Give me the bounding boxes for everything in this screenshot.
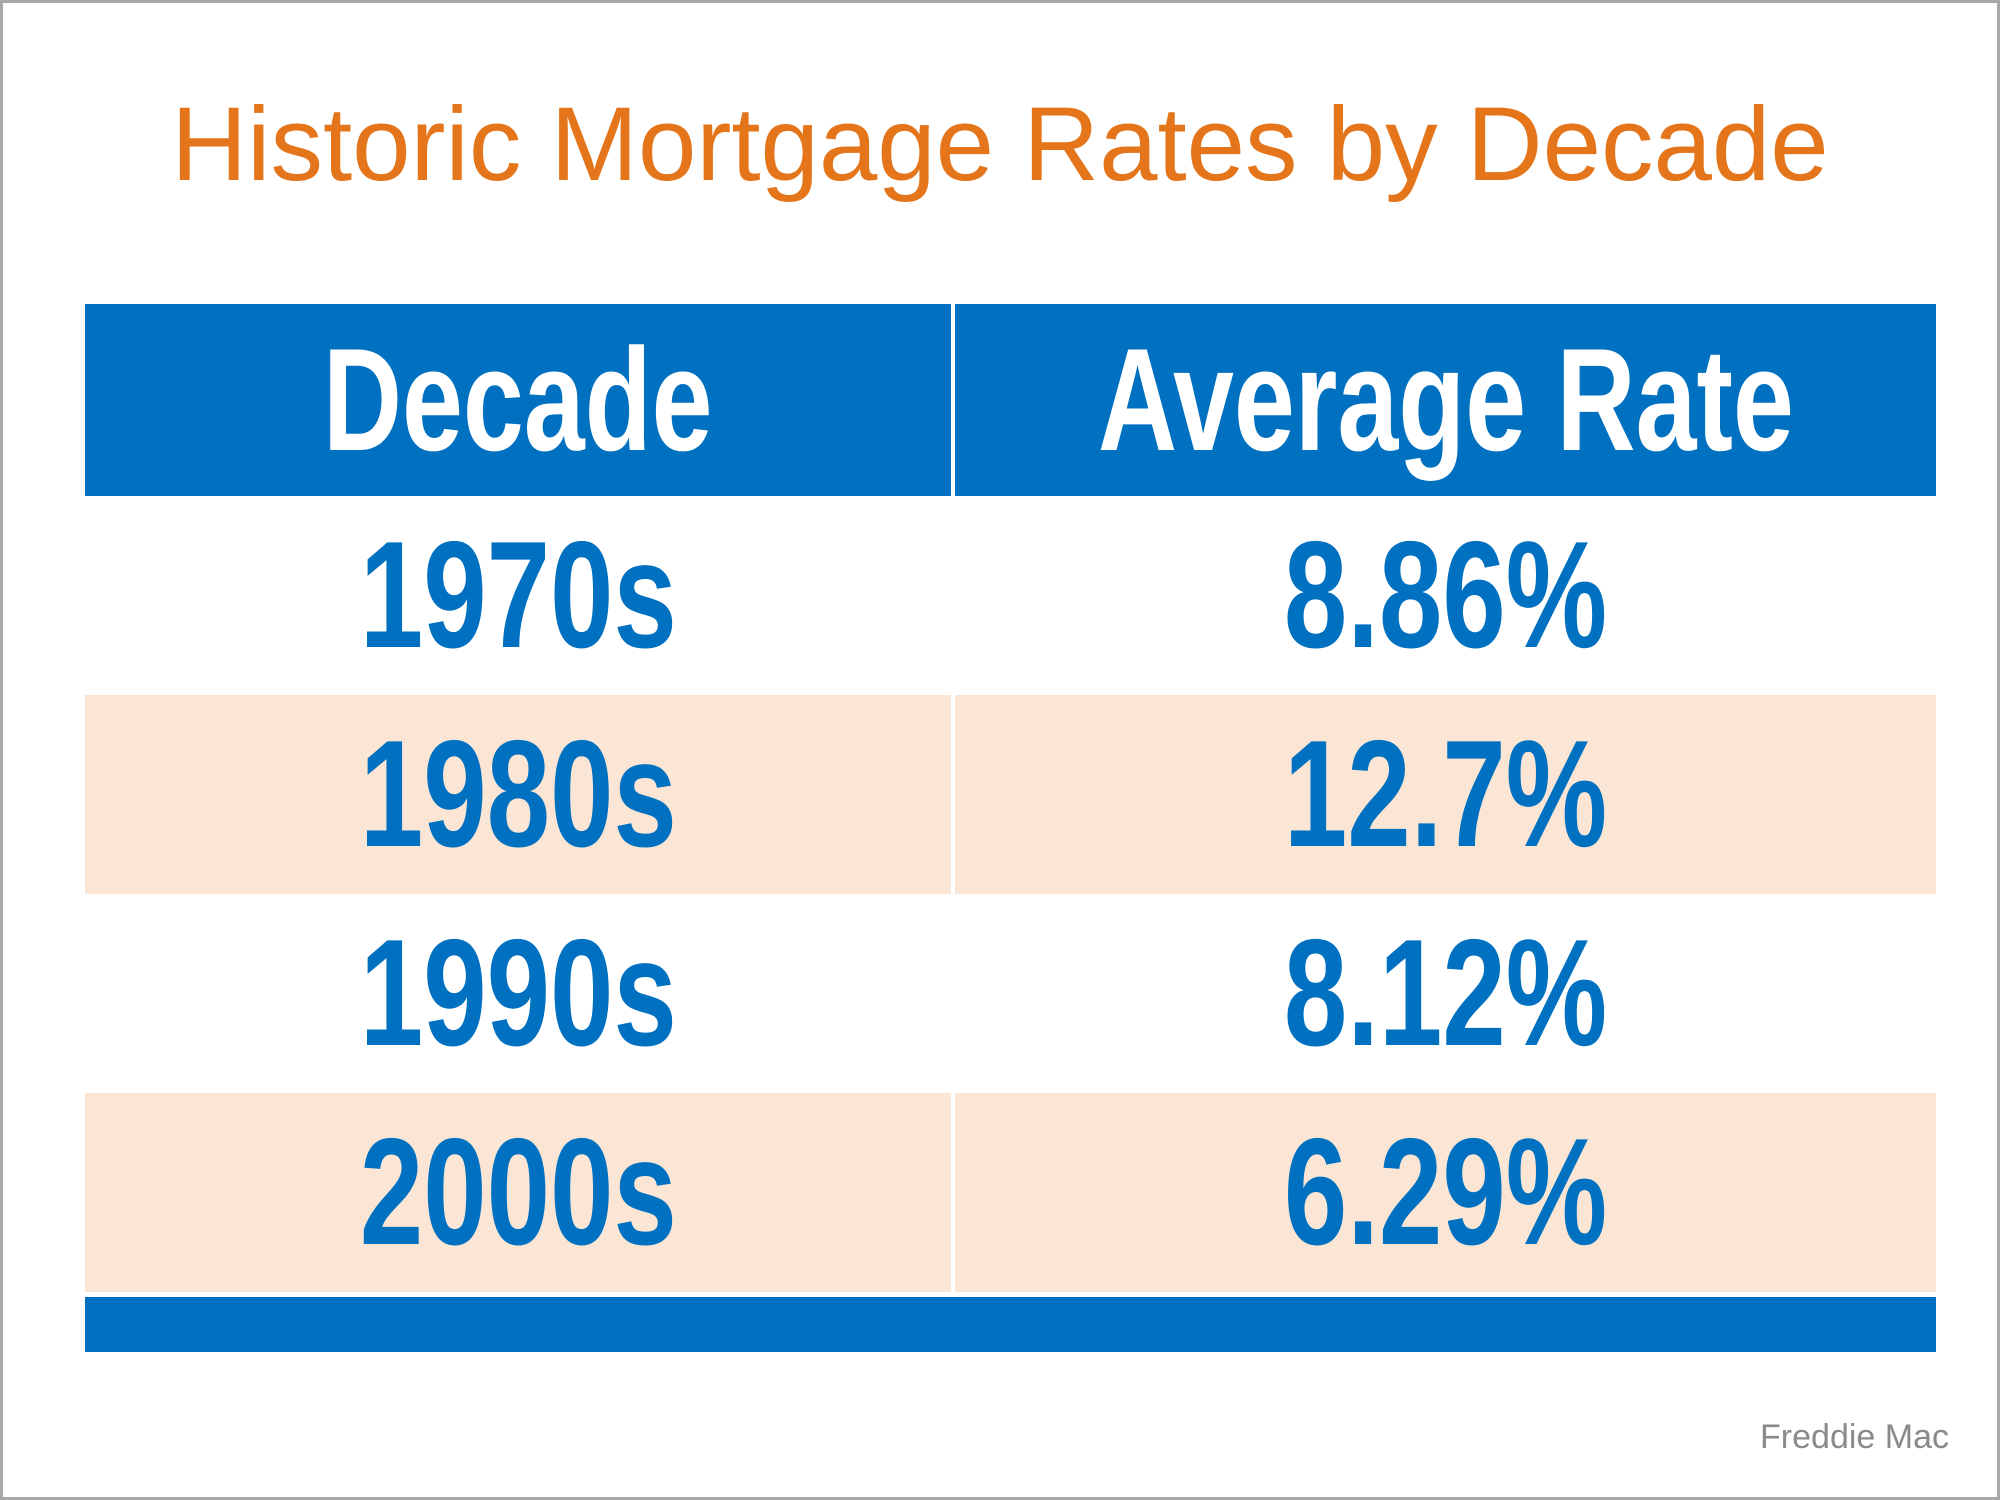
row-1980s-rate-cell: 12.7% [955, 695, 1936, 894]
decade-value: 2000s [359, 1107, 677, 1277]
header-cell-decade: Decade [85, 304, 951, 496]
decade-value: 1970s [359, 510, 677, 680]
decade-value: 1990s [359, 908, 677, 1078]
row-1980s-decade-cell: 1980s [85, 695, 951, 894]
header-label-decade: Decade [323, 318, 713, 481]
decade-value: 1980s [359, 709, 677, 879]
source-attribution: Freddie Mac [1760, 1418, 1949, 1456]
rate-value: 8.86% [1283, 510, 1608, 680]
row-1990s-decade-cell: 1990s [85, 894, 951, 1093]
rate-value: 6.29% [1283, 1107, 1608, 1277]
header-label-average-rate: Average Rate [1097, 318, 1794, 481]
header-cell-average-rate: Average Rate [955, 304, 1936, 496]
row-1990s-rate-cell: 8.12% [955, 894, 1936, 1093]
row-2000s-rate-cell: 6.29% [955, 1093, 1936, 1292]
row-2000s-decade-cell: 2000s [85, 1093, 951, 1292]
row-1970s-rate-cell: 8.86% [955, 496, 1936, 695]
rate-value: 8.12% [1283, 908, 1608, 1078]
rate-value: 12.7% [1283, 709, 1608, 879]
mortgage-rates-table: Decade Average Rate 1970s 8.86% 1980s 12… [85, 304, 1936, 1292]
row-1970s-decade-cell: 1970s [85, 496, 951, 695]
page-title: Historic Mortgage Rates by Decade [171, 86, 1829, 203]
table-bottom-accent-bar [85, 1297, 1936, 1352]
